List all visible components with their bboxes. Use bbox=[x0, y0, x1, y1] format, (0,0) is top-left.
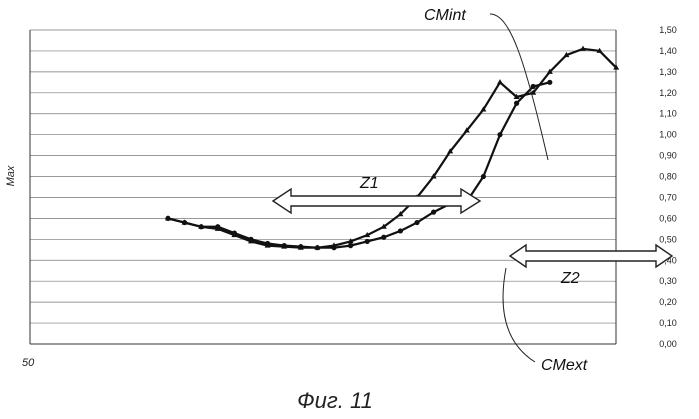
cmext-callout-label: CMext bbox=[541, 357, 588, 374]
series-cmint bbox=[165, 46, 619, 250]
data-point-cmext bbox=[381, 235, 386, 240]
gridlines bbox=[30, 30, 616, 344]
data-point-cmext bbox=[348, 243, 353, 248]
y-axis-label: Max bbox=[5, 165, 17, 186]
y-tick-label: 0,00 bbox=[659, 339, 677, 349]
data-point-cmext bbox=[547, 80, 552, 85]
y-tick-label: 1,40 bbox=[659, 46, 677, 56]
y-tick-label: 0,70 bbox=[659, 192, 677, 202]
data-point-cmext bbox=[431, 210, 436, 215]
x-axis-start-label: 50 bbox=[22, 357, 35, 369]
cmext-callout-line bbox=[503, 268, 535, 362]
z2-range-arrow bbox=[510, 245, 672, 267]
z1-range-arrow bbox=[273, 189, 480, 213]
y-axis-tick-labels: 0,000,100,200,300,400,500,600,700,800,90… bbox=[659, 25, 677, 349]
y-tick-label: 0,80 bbox=[659, 172, 677, 182]
data-point-cmint bbox=[497, 79, 503, 84]
y-tick-label: 1,20 bbox=[659, 88, 677, 98]
data-point-cmext bbox=[497, 132, 502, 137]
y-tick-label: 0,50 bbox=[659, 234, 677, 244]
data-point-cmext bbox=[481, 174, 486, 179]
y-tick-label: 0,90 bbox=[659, 151, 677, 161]
data-point-cmext bbox=[414, 220, 419, 225]
data-point-cmext bbox=[514, 101, 519, 106]
y-tick-label: 1,50 bbox=[659, 25, 677, 35]
series-line-cmext bbox=[168, 82, 550, 247]
figure-caption: Фиг. 11 bbox=[297, 388, 373, 413]
z2-label: Z2 bbox=[560, 270, 580, 287]
y-tick-label: 1,00 bbox=[659, 130, 677, 140]
y-tick-label: 0,30 bbox=[659, 276, 677, 286]
y-tick-label: 1,10 bbox=[659, 109, 677, 119]
data-point-cmext bbox=[398, 228, 403, 233]
series-cmext bbox=[165, 80, 552, 251]
y-tick-label: 0,60 bbox=[659, 213, 677, 223]
y-tick-label: 1,30 bbox=[659, 67, 677, 77]
y-tick-label: 0,20 bbox=[659, 297, 677, 307]
cmint-callout-label: CMint bbox=[424, 7, 466, 24]
data-point-cmext bbox=[531, 84, 536, 89]
data-point-cmext bbox=[365, 239, 370, 244]
y-tick-label: 0,10 bbox=[659, 318, 677, 328]
series-line-cmint bbox=[168, 49, 616, 248]
z1-label: Z1 bbox=[359, 175, 379, 192]
